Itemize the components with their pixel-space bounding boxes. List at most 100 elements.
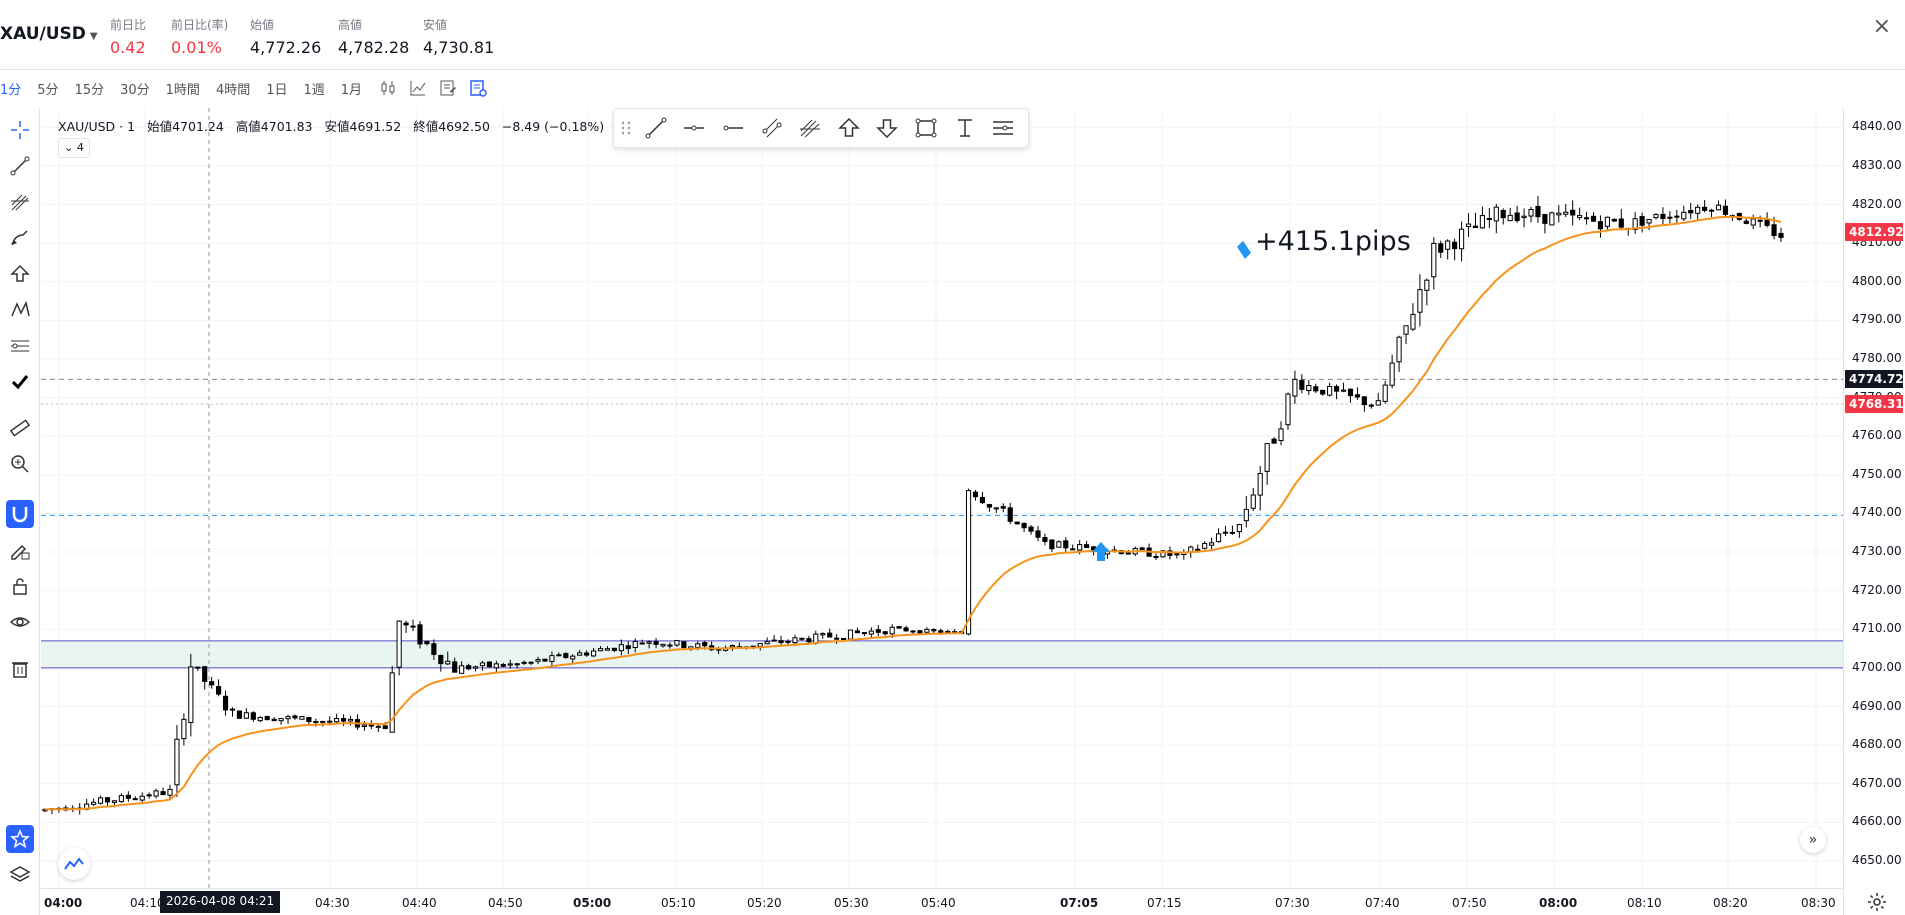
gear-icon[interactable] <box>1867 892 1887 912</box>
brush-icon[interactable] <box>6 224 34 252</box>
interval-1h[interactable]: 1時間 <box>165 82 200 98</box>
candle-body <box>452 661 458 673</box>
candle-body <box>1361 396 1367 406</box>
last-price-tag[interactable]: 4812.92 <box>1845 222 1904 241</box>
line-price-tag[interactable]: 4774.72 <box>1845 370 1904 389</box>
candle-body <box>535 659 541 662</box>
candle-body <box>1264 443 1270 472</box>
candle-body <box>799 637 805 640</box>
trend-line-icon[interactable] <box>6 152 34 180</box>
interval-1m[interactable]: 1分 <box>0 82 22 98</box>
candle-body <box>181 718 187 740</box>
fib-retracement-icon[interactable] <box>796 114 824 142</box>
candle-body <box>1597 221 1604 230</box>
scroll-to-realtime-button[interactable]: » <box>1800 827 1826 853</box>
candle-body <box>1493 206 1499 222</box>
candle-body <box>278 718 284 722</box>
interval-5m[interactable]: 5分 <box>37 82 59 98</box>
price-tick-label: 4750.00 <box>1852 466 1902 481</box>
chart-pane[interactable] <box>41 108 1843 888</box>
close-icon[interactable]: × <box>1872 14 1891 39</box>
trash-icon[interactable] <box>6 654 34 682</box>
stat-open: 始値 4,772.26 <box>250 16 321 57</box>
candle-body <box>1563 211 1569 215</box>
parallel-channel-icon[interactable] <box>758 114 786 142</box>
trend-line-icon[interactable] <box>642 114 670 142</box>
layers-icon[interactable] <box>6 861 34 889</box>
price-chart[interactable] <box>41 108 1843 888</box>
legend-collapse-button[interactable]: ⌄ 4 <box>58 138 90 158</box>
star-icon[interactable] <box>6 825 34 853</box>
interval-1w[interactable]: 1週 <box>303 82 325 98</box>
interval-1d[interactable]: 1日 <box>266 82 288 98</box>
candle-body <box>1764 219 1770 226</box>
candle-body <box>549 655 555 662</box>
candle-body <box>528 661 534 664</box>
arrow-down-icon[interactable] <box>874 114 902 142</box>
candle-body <box>868 630 874 635</box>
price-tick-label: 4790.00 <box>1852 312 1902 327</box>
candle-body <box>577 652 583 656</box>
price-axis[interactable]: 4650.00 4660.00 4670.00 4680.00 4690.00 4700.… <box>1843 108 1905 915</box>
interval-30m[interactable]: 30分 <box>120 82 150 98</box>
interval-4h[interactable]: 4時間 <box>215 82 251 98</box>
candle-body <box>785 640 791 643</box>
symbol-selector[interactable]: XAU/USD ▼ <box>0 24 98 44</box>
candle-body <box>1306 385 1312 392</box>
drag-handle-icon[interactable] <box>620 114 632 142</box>
lock-pencil-icon[interactable] <box>6 536 34 564</box>
indicator-icon[interactable] <box>408 78 428 98</box>
crosshair-icon[interactable] <box>6 116 34 144</box>
horizontal-line-icon[interactable] <box>681 114 709 142</box>
stat-label: 前日比(率) <box>171 18 229 32</box>
legend-open-label: 始値 <box>147 119 173 134</box>
magnet-icon[interactable] <box>6 500 34 528</box>
text-icon[interactable] <box>951 114 979 142</box>
pips-annotation[interactable]: +415.1pips <box>1255 226 1411 257</box>
candle-body <box>1125 552 1131 555</box>
candle-body <box>299 716 305 720</box>
more-tools-icon[interactable] <box>989 114 1017 142</box>
arrow-up-icon[interactable] <box>835 114 863 142</box>
time-axis[interactable]: 04:00 04:10 04:30 04:40 04:50 05:00 05:10 05:20… <box>41 888 1843 915</box>
candle-body <box>840 637 847 640</box>
fib-tools-icon[interactable] <box>6 188 34 216</box>
candle-body <box>847 629 854 640</box>
candle-body <box>1084 544 1090 549</box>
candle-body <box>639 642 645 645</box>
horizontal-ray-icon[interactable] <box>719 114 747 142</box>
candle-body <box>979 496 986 504</box>
lock-icon[interactable] <box>6 572 34 600</box>
interval-1mo[interactable]: 1月 <box>340 82 363 98</box>
candle-body <box>597 648 604 652</box>
tradingview-logo-icon[interactable] <box>58 848 90 880</box>
candle-body <box>1417 289 1423 313</box>
ruler-icon[interactable] <box>6 414 34 442</box>
candle-body <box>250 712 256 720</box>
candle-body <box>1222 531 1229 534</box>
line-price-tag-red[interactable]: 4768.31 <box>1845 395 1904 414</box>
settings-icon[interactable] <box>468 78 488 98</box>
candle-body <box>1695 206 1701 214</box>
candle-body <box>584 652 590 656</box>
arrow-up-icon[interactable] <box>6 260 34 288</box>
candle-body <box>1431 242 1437 278</box>
zoom-in-icon[interactable] <box>6 450 34 478</box>
pattern-icon[interactable] <box>6 296 34 324</box>
template-icon[interactable] <box>438 78 458 98</box>
time-tick-label: 04:30 <box>315 896 350 910</box>
candle-style-icon[interactable] <box>378 78 398 98</box>
candle-body <box>611 647 617 651</box>
interval-15m[interactable]: 15分 <box>74 82 105 98</box>
eye-icon[interactable] <box>6 608 34 636</box>
candle-body <box>542 658 548 662</box>
candle-body <box>472 666 479 669</box>
candle-body <box>993 507 999 510</box>
candle-body <box>660 643 666 647</box>
candle-body <box>1202 543 1208 549</box>
forecast-icon[interactable] <box>6 332 34 360</box>
check-icon[interactable] <box>6 368 34 396</box>
rectangle-icon[interactable] <box>912 114 940 142</box>
legend-symbol: XAU/USD <box>58 119 116 134</box>
